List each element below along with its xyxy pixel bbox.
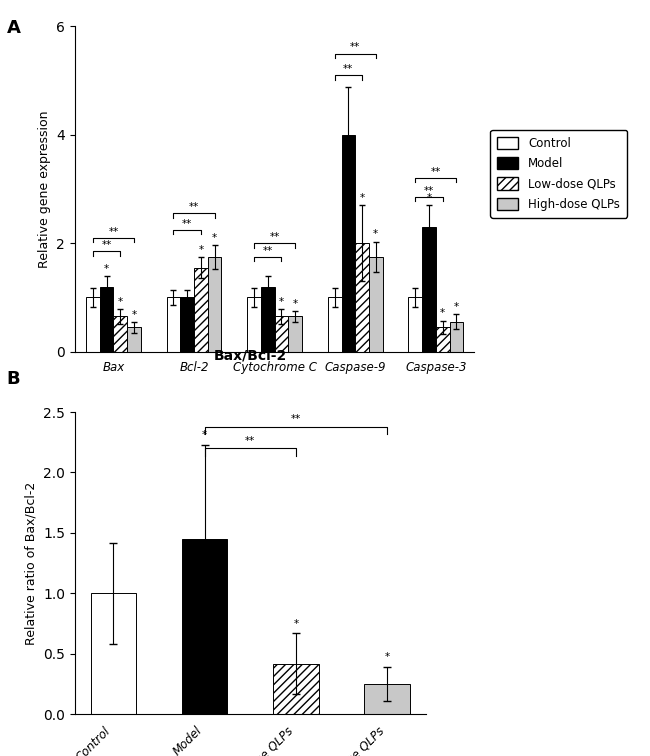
Bar [247, 297, 261, 352]
Text: **: ** [431, 167, 441, 177]
Text: *: * [202, 430, 207, 440]
Text: **: ** [270, 232, 280, 242]
Bar [328, 297, 341, 352]
Bar [274, 316, 289, 352]
Text: **: ** [263, 246, 273, 256]
Bar [208, 257, 222, 352]
Legend: Control, Model, Low-dose QLPs, High-dose QLPs: Control, Model, Low-dose QLPs, High-dose… [490, 130, 627, 218]
Y-axis label: Relative ratio of Bax/Bcl-2: Relative ratio of Bax/Bcl-2 [25, 482, 38, 645]
Text: *: * [279, 296, 284, 307]
Bar [422, 227, 436, 352]
Text: *: * [384, 652, 389, 662]
Text: *: * [373, 229, 378, 240]
Bar [261, 287, 274, 352]
Bar [182, 539, 228, 714]
Text: *: * [198, 244, 203, 255]
Text: *: * [454, 302, 459, 312]
Bar [86, 297, 99, 352]
Bar [289, 316, 302, 352]
Bar [114, 316, 127, 352]
Text: *: * [118, 296, 123, 307]
Bar [450, 322, 463, 352]
Text: *: * [359, 193, 365, 203]
Bar [273, 664, 318, 714]
Bar [355, 243, 369, 352]
Text: **: ** [101, 240, 112, 250]
Bar [408, 297, 422, 352]
Bar [369, 257, 383, 352]
Bar [127, 327, 141, 352]
Text: *: * [131, 309, 136, 320]
Text: *: * [104, 264, 109, 274]
Text: **: ** [245, 436, 255, 446]
Bar [166, 297, 180, 352]
Text: *: * [212, 233, 217, 243]
Text: **: ** [424, 186, 434, 196]
Text: *: * [293, 618, 298, 628]
Bar [180, 297, 194, 352]
Text: **: ** [350, 42, 360, 52]
Bar [194, 268, 208, 352]
Text: **: ** [109, 227, 118, 237]
Text: **: ** [291, 414, 301, 424]
Text: A: A [6, 19, 20, 37]
Text: B: B [6, 370, 20, 389]
Bar [91, 593, 136, 714]
Bar [436, 327, 450, 352]
Title: Bax/Bcl-2: Bax/Bcl-2 [214, 349, 287, 362]
Bar [99, 287, 114, 352]
Text: **: ** [343, 64, 354, 74]
Text: *: * [426, 193, 432, 203]
Bar [364, 684, 410, 714]
Text: *: * [440, 308, 445, 318]
Y-axis label: Relative gene expression: Relative gene expression [38, 110, 51, 268]
Bar [341, 135, 355, 352]
Text: **: ** [189, 203, 199, 212]
Text: *: * [292, 299, 298, 308]
Text: **: ** [182, 218, 192, 228]
